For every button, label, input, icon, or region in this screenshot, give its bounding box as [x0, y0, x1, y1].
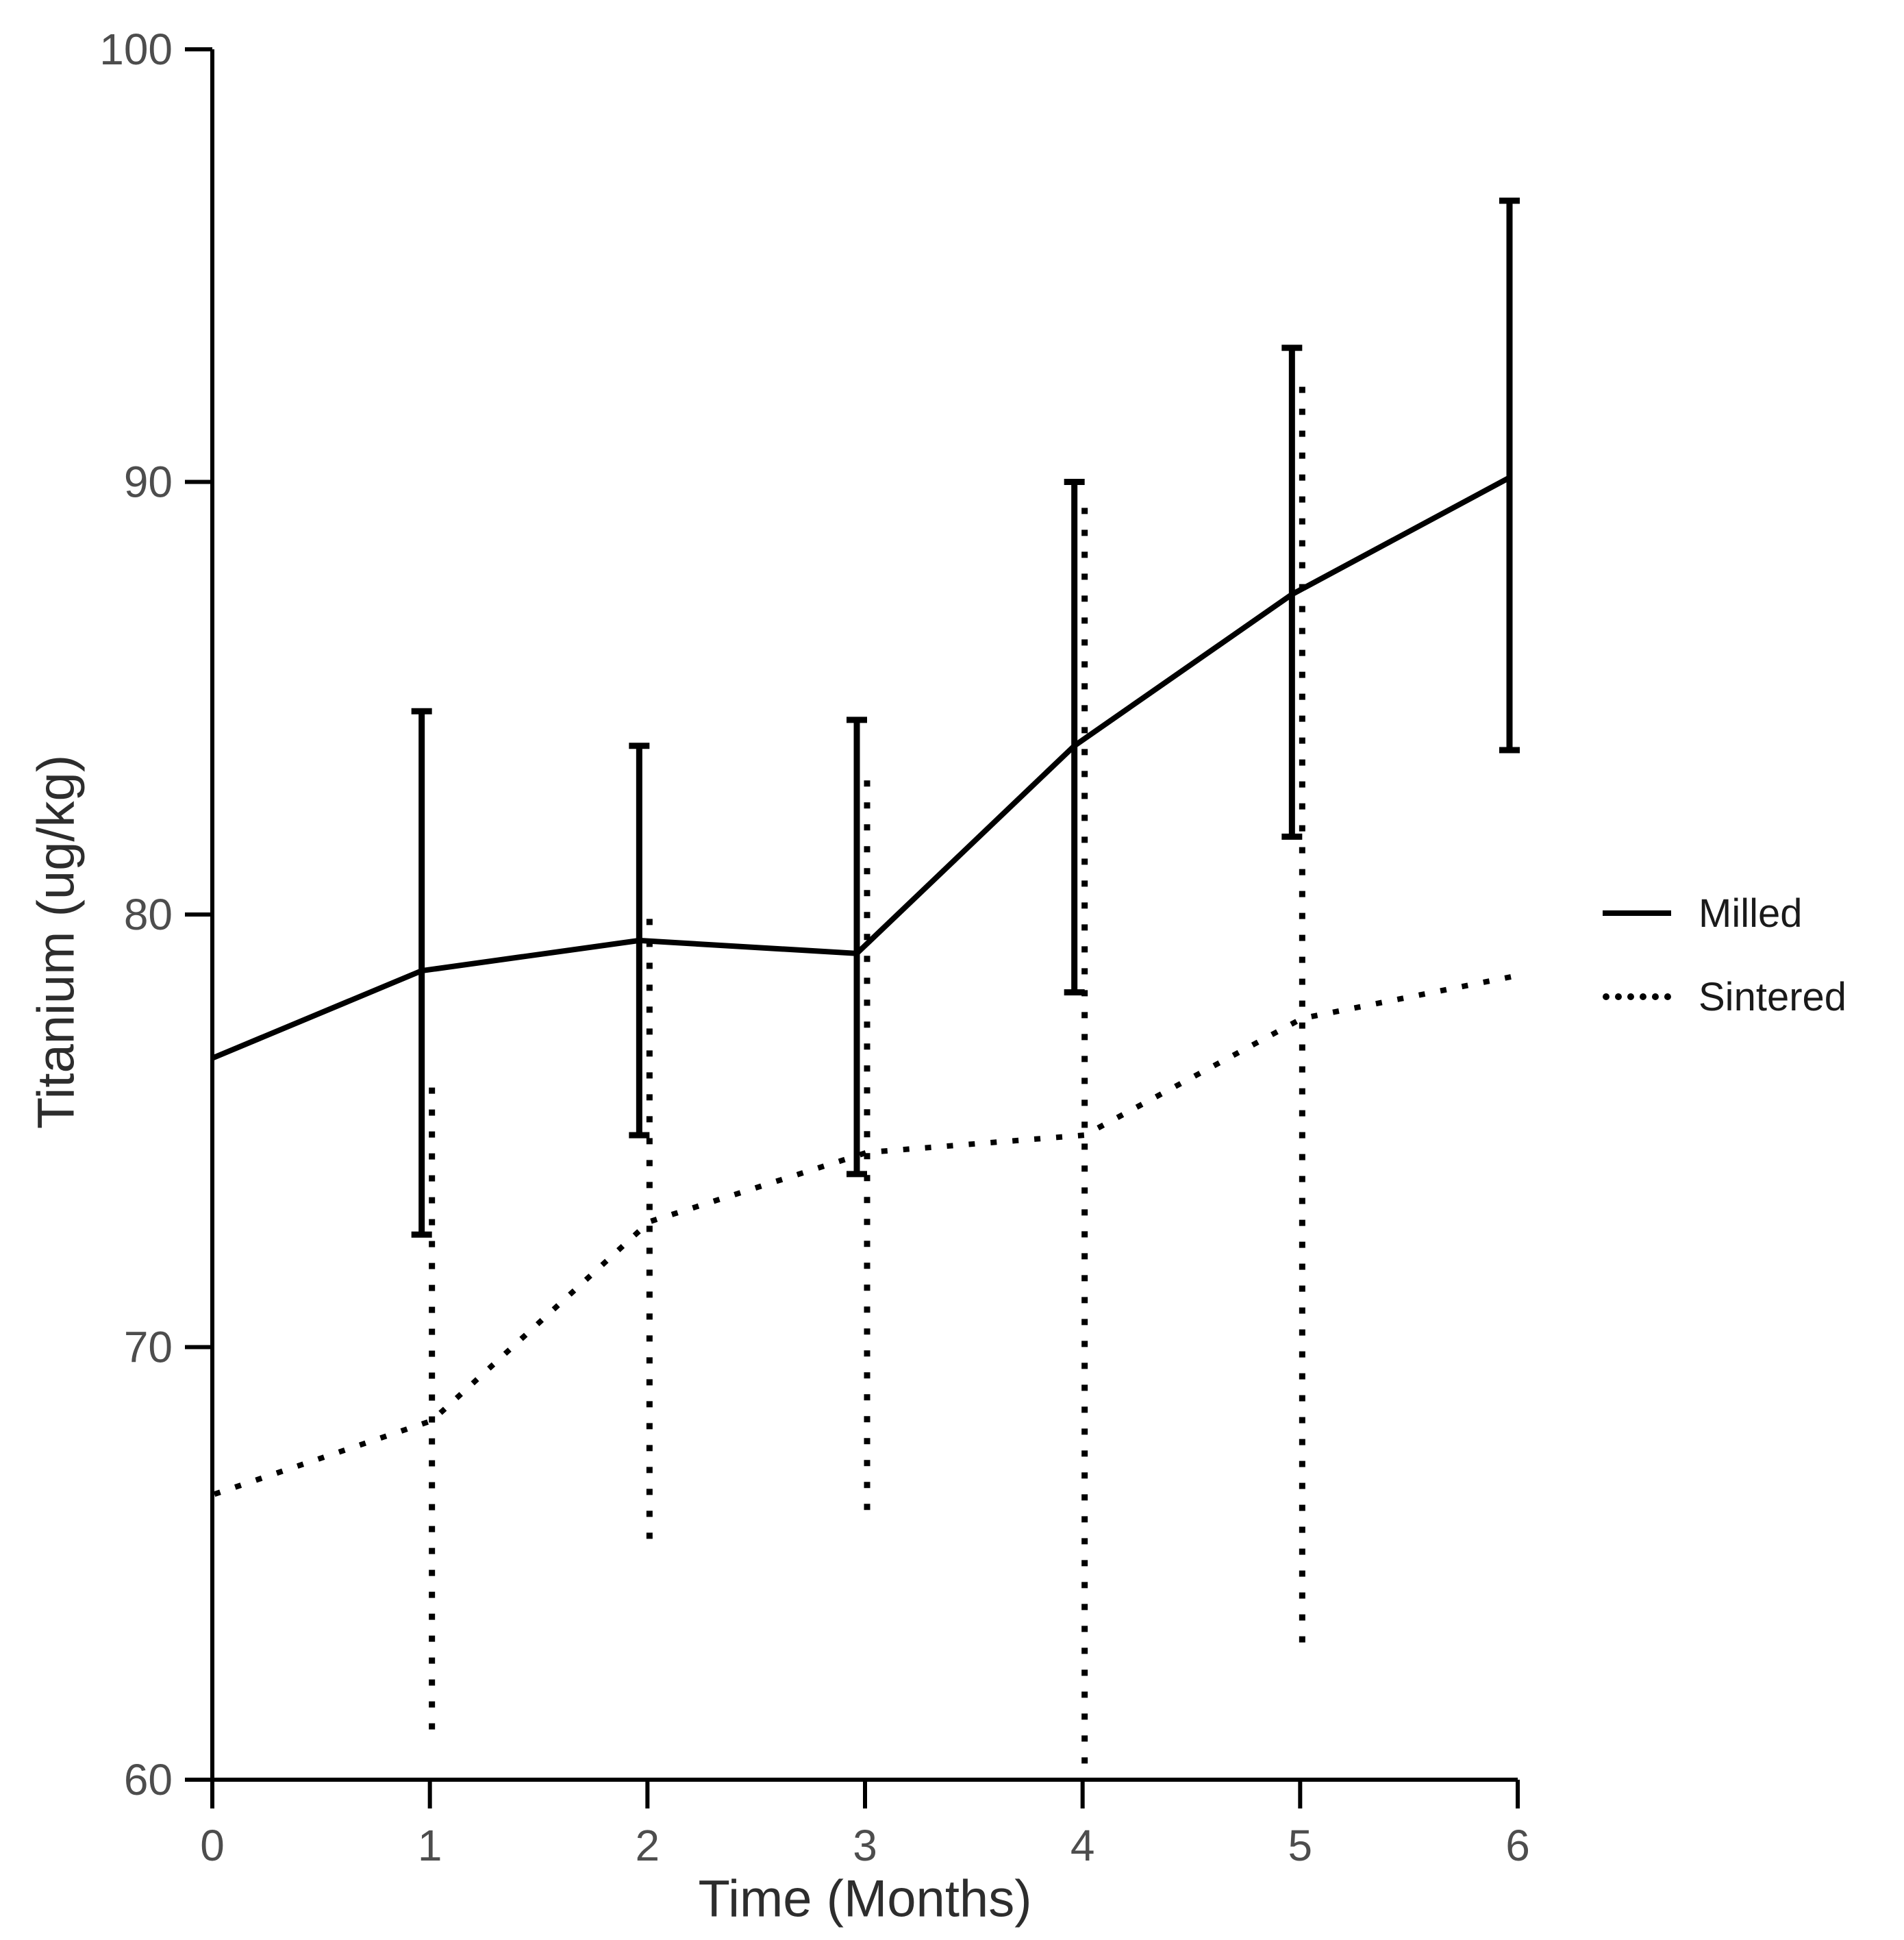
series-line-milled — [212, 475, 1511, 1062]
x-tick-label: 1 — [418, 1821, 442, 1870]
error-bars-sintered — [429, 386, 1305, 1767]
y-axis-title: Titanium (ug/kg) — [27, 754, 86, 1130]
x-tick-label: 6 — [1505, 1821, 1530, 1870]
dotted-line-icon — [1603, 993, 1671, 1000]
tick-marks — [185, 47, 1520, 1808]
y-tick-label: 60 — [124, 1755, 173, 1804]
error-bars-milled — [411, 197, 1520, 1238]
x-tick-label: 3 — [853, 1821, 877, 1870]
y-tick-label: 90 — [124, 458, 173, 507]
x-tick-label: 2 — [636, 1821, 660, 1870]
y-tick-label: 70 — [124, 1323, 173, 1372]
tick-labels: 60 70 80 90 100 0 1 2 3 4 5 6 — [99, 25, 1530, 1870]
x-axis-title: Time (Months) — [698, 1869, 1032, 1928]
x-tick-label: 0 — [200, 1821, 225, 1870]
x-tick-label: 4 — [1070, 1821, 1095, 1870]
y-tick-label: 100 — [99, 25, 173, 74]
x-tick-label: 5 — [1288, 1821, 1313, 1870]
legend: Milled Sintered — [1603, 871, 1846, 1039]
legend-item-sintered: Sintered — [1603, 955, 1846, 1039]
legend-item-milled: Milled — [1603, 871, 1846, 955]
legend-label-sintered: Sintered — [1699, 974, 1847, 1019]
y-tick-label: 80 — [124, 890, 173, 939]
solid-line-icon — [1603, 910, 1671, 916]
legend-label-milled: Milled — [1699, 891, 1803, 936]
